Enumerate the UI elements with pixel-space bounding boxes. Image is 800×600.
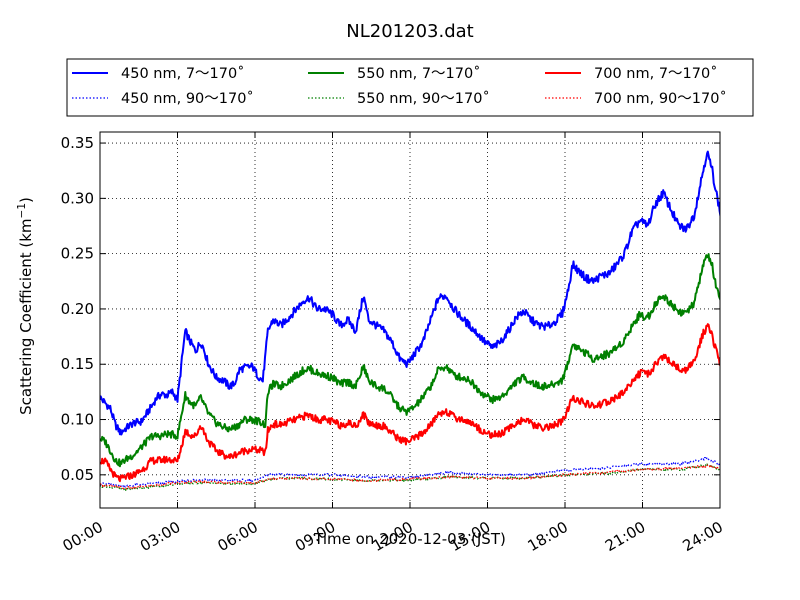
series-layer (100, 150, 720, 491)
y-axis-label-main: Scattering Coefficient (km (17, 218, 35, 414)
y-tick-label: 0.20 (61, 300, 94, 318)
y-tick-label: 0.25 (61, 245, 94, 263)
y-axis-label-close: ) (17, 197, 35, 203)
plot-area: 0.05 0.10 0.15 0.20 0.25 0.30 0.35 00:00 03:00 06… (60, 131, 726, 555)
series-line-3 (100, 253, 720, 468)
x-tick-label: 18:00 (525, 518, 571, 555)
y-axis-label-sup: −1 (16, 203, 28, 218)
x-tick-label: 21:00 (602, 518, 648, 555)
y-tick-label: 0.05 (61, 466, 94, 484)
series-line-2 (100, 456, 720, 488)
y-tick-label: 0.30 (61, 189, 94, 207)
x-tick-label: 00:00 (60, 518, 106, 555)
y-tick-label: 0.35 (61, 134, 94, 152)
chart-title: NL201203.dat (346, 21, 473, 42)
series-line-6 (100, 464, 720, 490)
legend: 450 nm, 7～170˚ 450 nm, 90～170˚ 550 nm, 7～1… (66, 58, 754, 117)
y-tick-label: 0.10 (61, 411, 94, 429)
legend-label-1: 450 nm, 7～170˚ (121, 65, 244, 82)
y-tick-label: 0.15 (61, 355, 94, 373)
x-tick-label: 03:00 (137, 518, 183, 555)
legend-label-3: 550 nm, 7～170˚ (357, 65, 480, 82)
x-axis-label: Time on 2020-12-03 (JST) (313, 530, 506, 548)
grid-lines (100, 132, 720, 508)
x-tick-label: 24:00 (680, 518, 726, 555)
legend-label-6: 700 nm, 90～170˚ (594, 90, 727, 107)
series-line-5 (100, 323, 720, 483)
series-line-1 (100, 150, 720, 436)
y-axis-label: Scattering Coefficient (km−1) (16, 197, 35, 415)
legend-label-4: 550 nm, 90～170˚ (357, 90, 490, 107)
legend-box (66, 58, 754, 117)
x-tick-label: 06:00 (215, 518, 261, 555)
legend-label-5: 700 nm, 7～170˚ (594, 65, 717, 82)
legend-label-2: 450 nm, 90～170˚ (121, 90, 254, 107)
